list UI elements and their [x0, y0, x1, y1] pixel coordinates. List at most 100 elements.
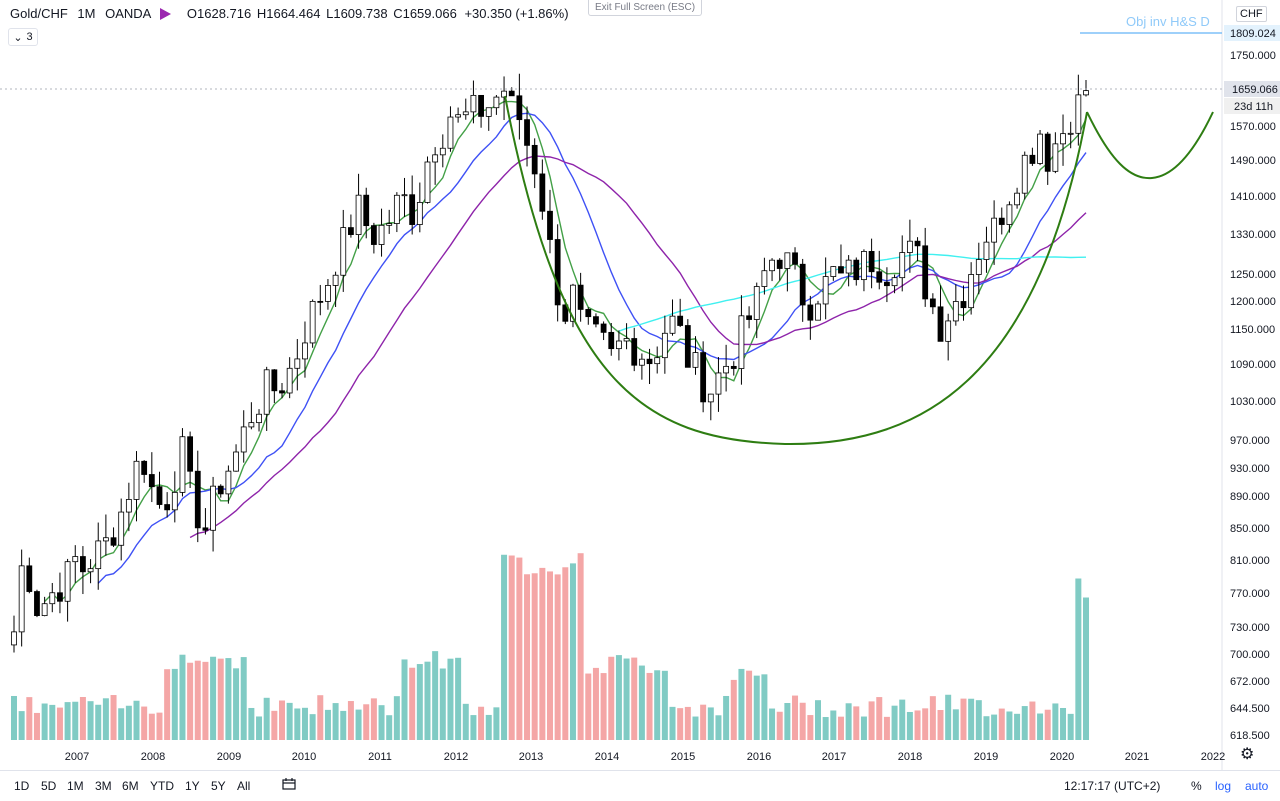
price-axis: 618.500 644.500 672.000 700.000 730.000 770.0…: [0, 0, 1280, 770]
candle-body: [1014, 192, 1020, 206]
volume-bar: [1037, 713, 1044, 740]
candle-body: [141, 460, 148, 475]
candle-body: [914, 240, 921, 247]
flag-icon[interactable]: [160, 8, 172, 20]
log-scale-toggle[interactable]: log: [1215, 779, 1232, 793]
range-ytd-button[interactable]: YTD: [150, 779, 174, 793]
candle-body: [370, 225, 377, 245]
candle-body: [416, 202, 423, 225]
volume-bar: [585, 673, 592, 740]
currency-badge[interactable]: CHF: [1236, 6, 1267, 22]
range-6m-button[interactable]: 6M: [122, 779, 139, 793]
year-tick-label: 2014: [595, 751, 619, 763]
range-1d-button[interactable]: 1D: [14, 779, 30, 793]
close-value: 1659.066: [402, 6, 457, 21]
volume-bar: [133, 700, 140, 740]
range-5d-button[interactable]: 5D: [41, 779, 57, 793]
year-tick-label: 2020: [1050, 751, 1074, 763]
candle-body: [669, 315, 676, 334]
price-tick-label: 644.500: [1230, 703, 1270, 715]
volume-bar: [1075, 578, 1082, 740]
candle-body: [707, 393, 714, 403]
indicators-toggle-button[interactable]: ⌄ 3: [8, 28, 38, 46]
candle-body: [1067, 132, 1074, 135]
percent-scale-toggle[interactable]: %: [1191, 779, 1202, 793]
candle-body: [485, 107, 492, 117]
volume-bar: [623, 658, 630, 740]
ma-short-line: [44, 100, 1087, 602]
volume-bar: [700, 704, 707, 740]
candle-body: [493, 96, 500, 109]
candle-body: [508, 90, 515, 97]
volume-bar: [33, 712, 40, 740]
volume-bar: [18, 711, 25, 740]
candle-body: [723, 365, 730, 374]
range-all-button[interactable]: All: [237, 779, 251, 793]
candle-body: [776, 259, 783, 269]
volume-bar: [340, 710, 347, 740]
volume-bar: [845, 703, 852, 740]
volume-bar: [991, 714, 998, 740]
volume-bar: [118, 708, 125, 740]
candle-body: [861, 251, 867, 281]
volume-bar: [26, 697, 33, 740]
candle-body: [102, 537, 109, 542]
candle-body: [715, 372, 722, 395]
volume-bar: [485, 714, 492, 740]
candle-body: [661, 332, 668, 359]
candle-body: [876, 271, 883, 283]
range-5y-button[interactable]: 5Y: [211, 779, 226, 793]
candle-body: [991, 217, 998, 243]
volume-bar: [256, 716, 263, 740]
price-tick-label: 930.000: [1230, 463, 1270, 475]
candles: [11, 73, 1089, 653]
clock[interactable]: 12:17:17 (UTC+2): [1064, 779, 1161, 793]
volume-bar: [547, 571, 553, 740]
symbol-name: Gold/CHF: [10, 6, 68, 21]
candle-body: [439, 147, 446, 156]
range-1m-button[interactable]: 1M: [67, 779, 84, 793]
volume-bar: [286, 702, 293, 740]
candle-body: [830, 266, 837, 277]
gear-icon[interactable]: ⚙: [1240, 746, 1255, 763]
volume-bar: [784, 703, 791, 740]
candle-body: [554, 239, 561, 306]
volume-bar: [646, 672, 653, 740]
candle-body: [769, 259, 775, 272]
year-tick-label: 2010: [292, 751, 316, 763]
candle-body: [906, 240, 913, 253]
cup-arc: [504, 95, 1088, 446]
volume-bar: [1067, 713, 1074, 740]
volume-bar: [761, 674, 768, 740]
year-tick-label: 2012: [444, 751, 468, 763]
last-price-label: 1659.066: [1232, 84, 1278, 96]
volume-bar: [883, 716, 890, 740]
volume-bar: [1052, 703, 1059, 740]
objective-tag: [1224, 25, 1280, 41]
calendar-goto-icon[interactable]: [282, 778, 296, 790]
range-3m-button[interactable]: 3M: [95, 779, 112, 793]
candle-body: [983, 241, 990, 260]
candle-body: [225, 470, 232, 495]
countdown-label: 23d 11h: [1234, 101, 1273, 113]
candle-body: [516, 95, 523, 121]
candle-body: [309, 300, 316, 344]
bottom-toolbar: 1D 5D 1M 3M 6M YTD 1Y 5Y All 12:17:17 (U…: [0, 770, 1280, 801]
price-chart[interactable]: 618.500 644.500 672.000 700.000 730.000 770.0…: [0, 0, 1280, 770]
candle-body: [1006, 204, 1013, 225]
volume-bar: [508, 555, 515, 740]
candle-body: [562, 304, 569, 322]
high-value: 1664.464: [266, 6, 321, 21]
volume-bar: [929, 696, 936, 740]
candle-body: [815, 303, 821, 321]
range-1y-button[interactable]: 1Y: [185, 779, 200, 793]
exit-fullscreen-button[interactable]: Exit Full Screen (ESC): [588, 0, 703, 16]
volume-bar: [416, 664, 423, 740]
auto-scale-toggle[interactable]: auto: [1245, 779, 1269, 793]
volume-bar: [87, 701, 94, 740]
volume-bar: [386, 715, 393, 740]
year-tick-label: 2008: [141, 751, 165, 763]
symbol-legend[interactable]: Gold/CHF 1M OANDA O1628.716 H1664.464 L1…: [10, 6, 569, 21]
volume-bar: [730, 679, 737, 740]
candle-body: [202, 527, 209, 531]
